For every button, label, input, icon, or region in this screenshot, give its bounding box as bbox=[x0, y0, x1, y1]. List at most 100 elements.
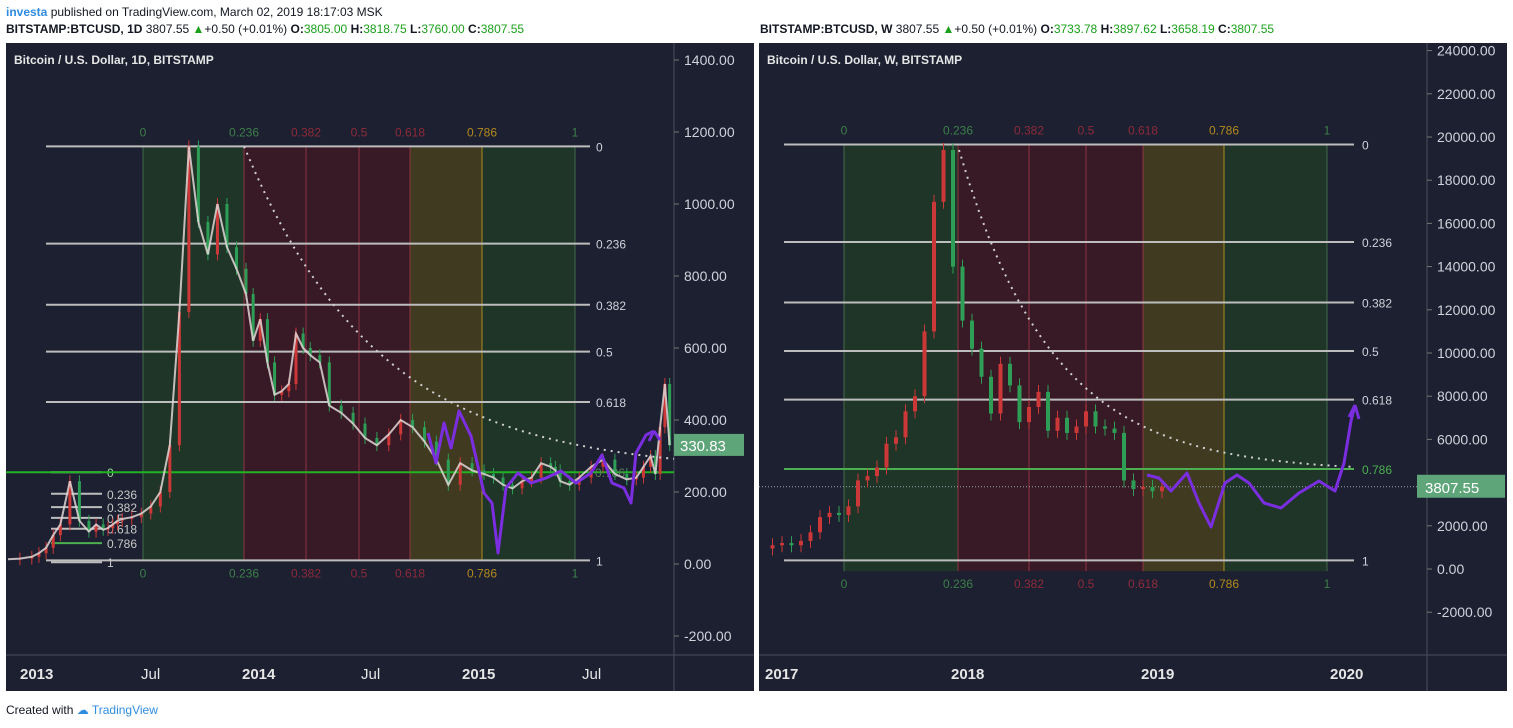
author-link[interactable]: investa bbox=[6, 5, 48, 19]
right-candle-body bbox=[1150, 486, 1155, 492]
left-projection-squiggle bbox=[426, 409, 655, 555]
right-fib-level-label: 0.236 bbox=[1362, 236, 1392, 250]
chart-panel-right[interactable]: Bitcoin / U.S. Dollar, W, BITSTAMP -2000.… bbox=[759, 43, 1507, 691]
chart-svg-left[interactable]: Bitcoin / U.S. Dollar, 1D, BITSTAMP -200.… bbox=[6, 43, 754, 691]
left-last-price-box bbox=[674, 433, 744, 456]
published-line: investa published on TradingView.com, Ma… bbox=[6, 5, 383, 19]
left-y-tick-label: 0.00 bbox=[684, 556, 711, 572]
right-fib-time-label-top: 0.382 bbox=[1014, 124, 1044, 138]
left-mini-fib-label: 0.786 bbox=[107, 537, 137, 551]
left-fib-time-label-bottom: 0.5 bbox=[351, 566, 368, 580]
left-fib-level-label: 0.236 bbox=[596, 238, 626, 252]
left-fib-time-label-bottom: 0.236 bbox=[229, 566, 259, 580]
left-fib-time-zone bbox=[410, 146, 482, 561]
left-candle-body bbox=[663, 384, 667, 428]
tradingview-link[interactable]: TradingView bbox=[91, 703, 158, 717]
left-o-label: O: bbox=[290, 22, 304, 36]
left-fib-time-label-top: 0 bbox=[140, 125, 147, 139]
right-ticker-line: BITSTAMP:BTCUSD, W 3807.55 ▲+0.50 (+0.01… bbox=[760, 22, 1274, 36]
left-y-tick-label: 600.00 bbox=[684, 340, 727, 356]
left-mini-fib-label: 0.5 bbox=[107, 512, 124, 526]
right-candle-body bbox=[989, 376, 993, 414]
left-candle-body bbox=[158, 492, 162, 507]
left-fib-time-zone bbox=[306, 146, 359, 561]
left-candle-body bbox=[411, 420, 415, 428]
published-text: published on TradingView.com, March 02, … bbox=[50, 5, 383, 19]
left-mini-fib-label: 0.236 bbox=[107, 488, 137, 502]
right-candle-body bbox=[818, 517, 822, 533]
right-x-tick-label: 2020 bbox=[1330, 666, 1363, 683]
left-candle-body bbox=[351, 412, 355, 424]
right-high: 3897.62 bbox=[1113, 22, 1157, 36]
right-candle-body bbox=[1074, 426, 1079, 433]
right-candle-body bbox=[970, 320, 974, 349]
right-fib-level-label: 0.5 bbox=[1362, 345, 1379, 359]
left-candle-body bbox=[115, 520, 119, 525]
right-candle-body bbox=[894, 437, 898, 444]
left-mini-fib-label: 0.382 bbox=[107, 501, 137, 515]
right-candle-body bbox=[1036, 391, 1041, 407]
right-candle-body bbox=[979, 348, 984, 377]
left-candle-body bbox=[568, 481, 572, 485]
left-candle-body bbox=[251, 294, 255, 341]
left-fib-time-label-top: 0.5 bbox=[351, 125, 368, 139]
left-x-tick-label: Jul bbox=[361, 666, 380, 683]
right-fib-time-label-bottom: 1 bbox=[1324, 577, 1331, 591]
left-candle-body bbox=[613, 459, 617, 474]
left-candle-body bbox=[44, 547, 48, 554]
right-fib-time-zone bbox=[844, 144, 958, 572]
right-candle-body bbox=[865, 476, 870, 481]
left-fib-time-label-bottom: 0.786 bbox=[467, 566, 497, 580]
chart-panel-left[interactable]: Bitcoin / U.S. Dollar, 1D, BITSTAMP -200.… bbox=[6, 43, 754, 691]
right-candle-body bbox=[903, 411, 908, 438]
left-candle-body bbox=[68, 481, 72, 525]
right-last-price-box bbox=[1417, 474, 1505, 498]
left-mini-fib-label: 1 bbox=[107, 556, 114, 570]
left-h-label: H: bbox=[350, 22, 364, 36]
right-fib-time-label-top: 1 bbox=[1324, 124, 1331, 138]
left-y-tick-label: 200.00 bbox=[684, 484, 727, 500]
left-fib-time-label-top: 1 bbox=[572, 125, 579, 139]
right-fib-level-label: 0.382 bbox=[1362, 296, 1392, 310]
left-candle-body bbox=[470, 463, 474, 471]
right-change: +0.50 (+0.01%) bbox=[954, 22, 1038, 36]
left-price-line bbox=[7, 146, 671, 561]
left-candle-body bbox=[482, 470, 486, 474]
chart-svg-right[interactable]: Bitcoin / U.S. Dollar, W, BITSTAMP -2000.… bbox=[759, 43, 1507, 691]
left-l-label: L: bbox=[409, 22, 422, 36]
left-candle-body bbox=[58, 524, 62, 536]
left-y-tick-label: -200.00 bbox=[684, 628, 732, 644]
left-fib-time-label-top: 0.786 bbox=[467, 125, 497, 139]
right-candle-body bbox=[827, 512, 832, 518]
right-fib-time-label-bottom: 0.382 bbox=[1014, 577, 1044, 591]
right-candle-body bbox=[846, 506, 851, 515]
left-fib-level-label: 0.5 bbox=[596, 346, 613, 360]
footer: Created with ☁ TradingView bbox=[6, 703, 158, 717]
left-open: 3805.00 bbox=[303, 22, 348, 36]
right-fib-time-label-bottom: 0 bbox=[841, 577, 848, 591]
left-candle-body bbox=[641, 466, 645, 478]
left-fib-time-label-bottom: 0 bbox=[140, 566, 147, 580]
left-x-tick-label: 2015 bbox=[462, 666, 495, 683]
left-candle-body bbox=[177, 312, 181, 446]
left-candle-body bbox=[399, 420, 403, 435]
right-candle-body bbox=[884, 443, 889, 468]
right-candle-body bbox=[1055, 417, 1060, 431]
left-fib-level-label: 0 bbox=[596, 140, 603, 154]
right-y-tick-label: -2000.00 bbox=[1437, 604, 1492, 620]
right-fib-level-label: 0.618 bbox=[1362, 394, 1392, 408]
right-decay-curve bbox=[958, 149, 1355, 468]
left-fib-time-label-top: 0.382 bbox=[291, 125, 321, 139]
right-candle-body bbox=[770, 545, 775, 549]
right-close: 3807.55 bbox=[1230, 22, 1275, 36]
right-fib-time-label-top: 0 bbox=[841, 124, 848, 138]
right-candle-body bbox=[1141, 486, 1145, 490]
right-y-tick-label: 12000.00 bbox=[1437, 302, 1496, 318]
left-candle-body bbox=[658, 427, 662, 474]
right-fib-time-zone bbox=[1224, 144, 1327, 572]
right-x-tick-label: 2017 bbox=[765, 666, 798, 683]
left-c-label: C: bbox=[468, 22, 481, 36]
left-fib-level-label: 1 bbox=[596, 554, 603, 568]
right-fib-level-label: 0 bbox=[1362, 139, 1369, 153]
right-y-tick-label: 10000.00 bbox=[1437, 345, 1496, 361]
